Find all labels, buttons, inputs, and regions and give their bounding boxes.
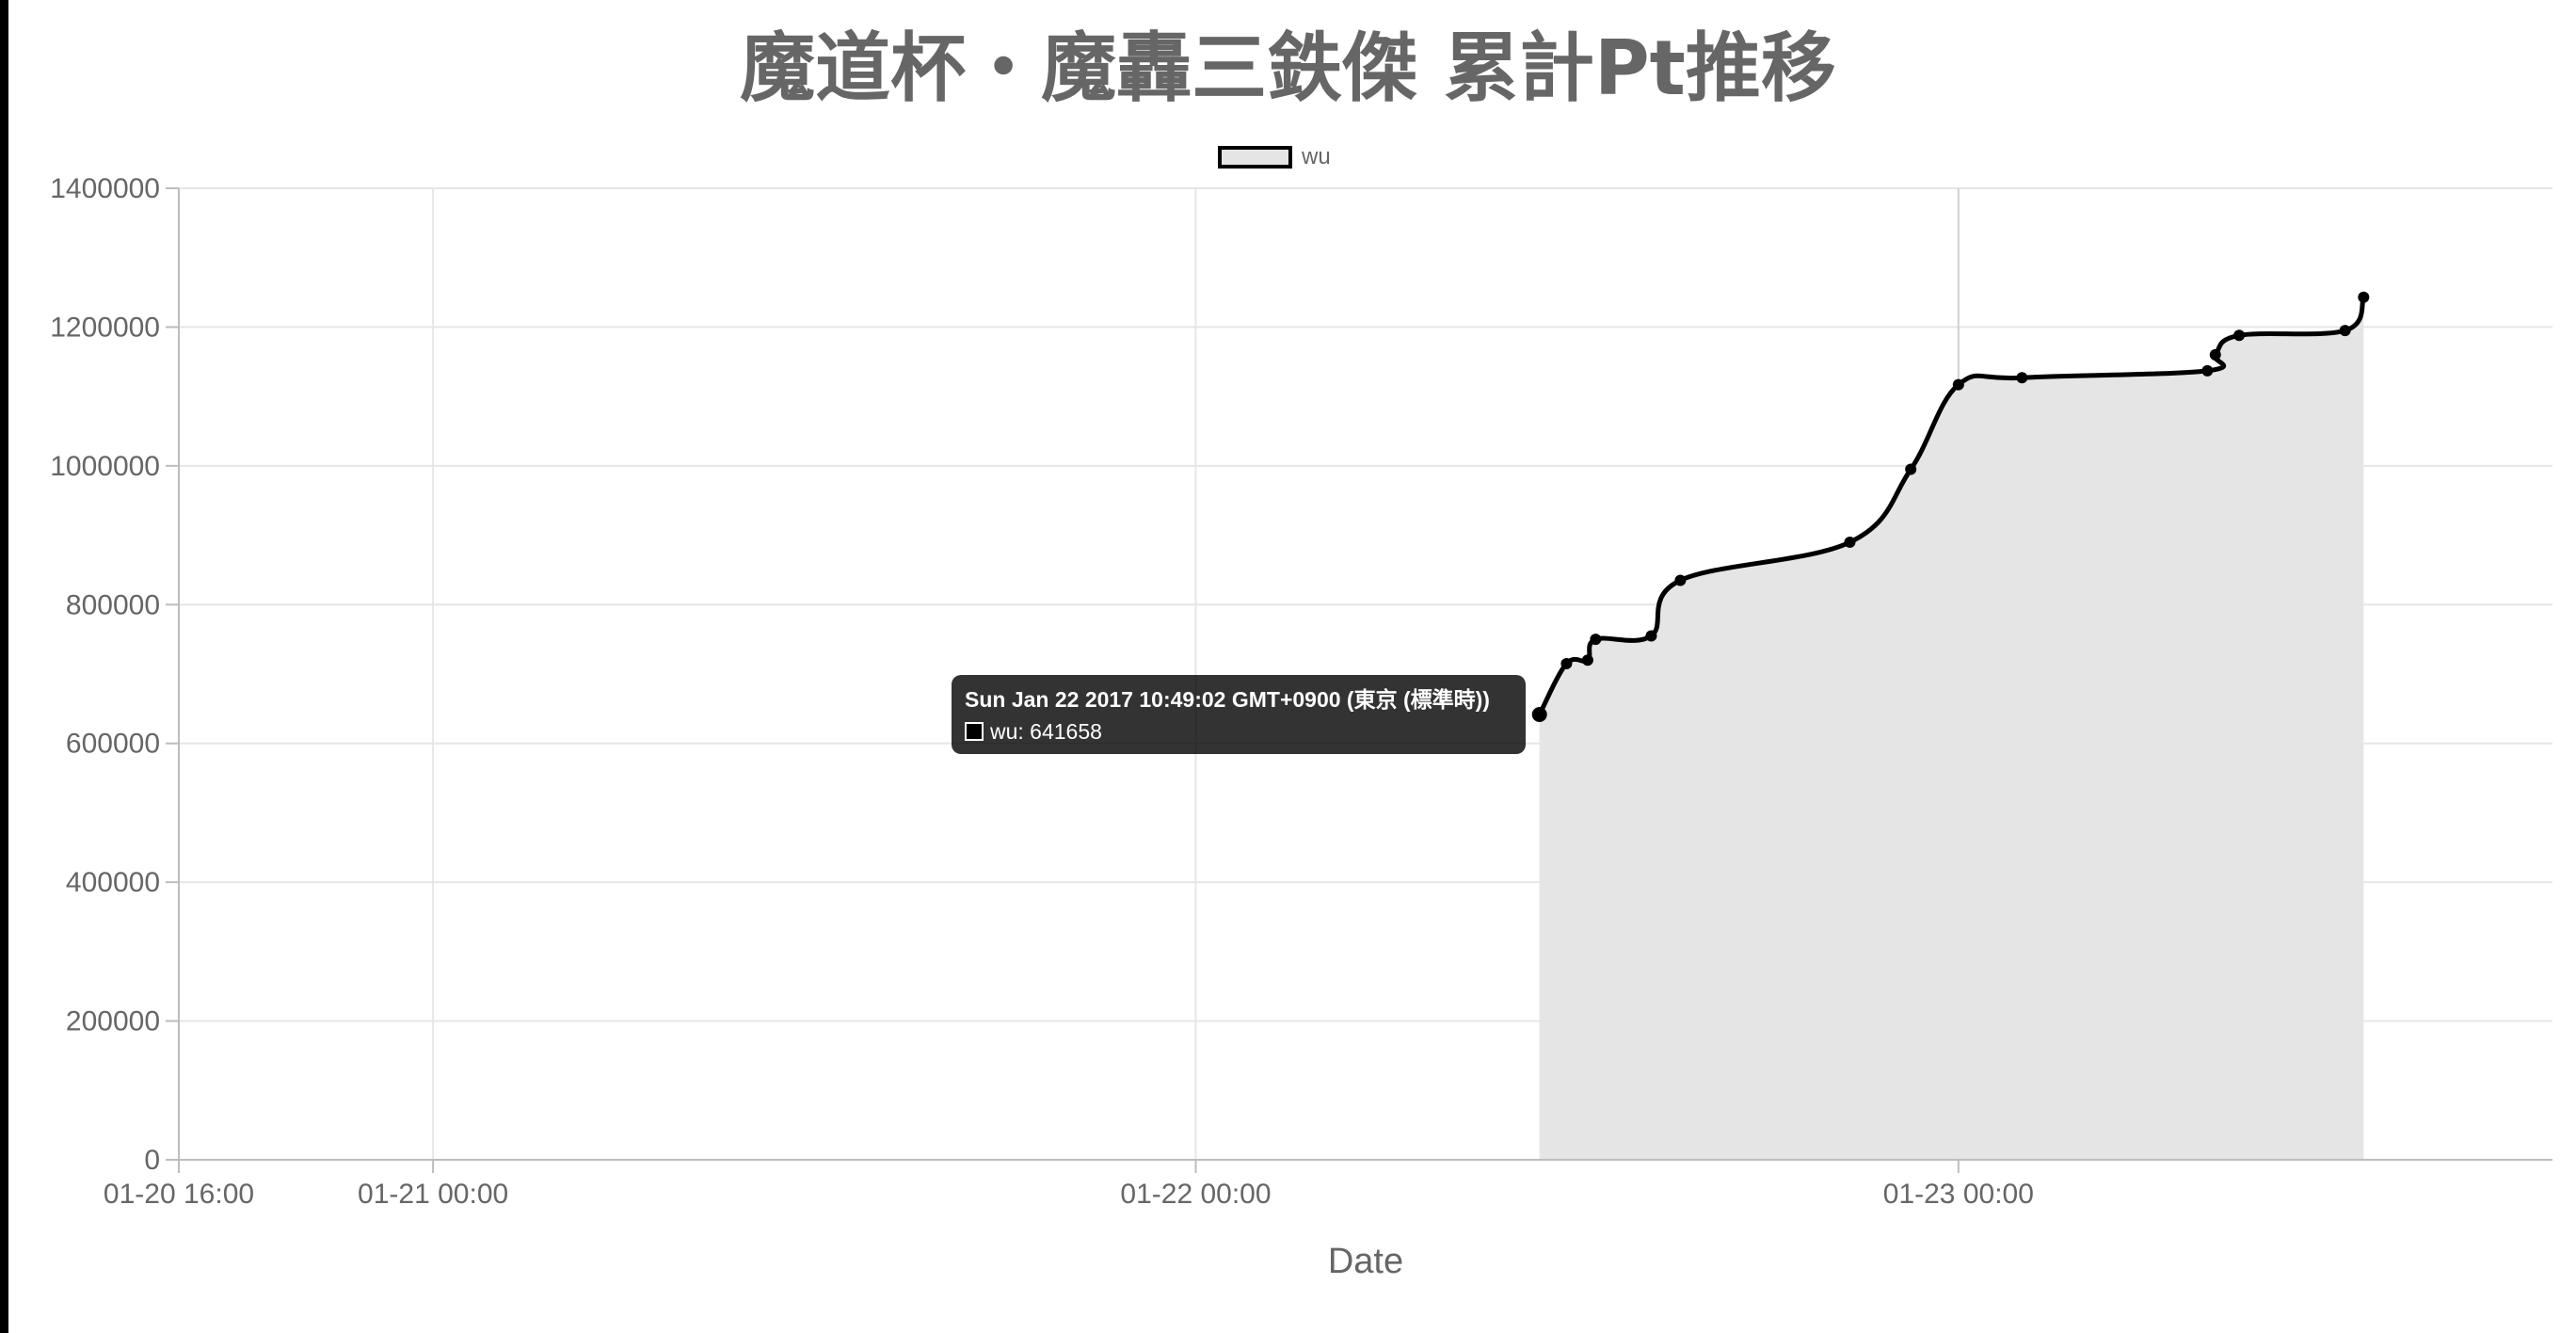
data-point[interactable] [2201,364,2214,377]
y-tick-label: 0 [144,1145,160,1176]
tick-labels: 0 200000 400000 600000 800000 1000000 1200000 1… [50,173,2034,1210]
x-tick-label: 01-23 00:00 [1883,1179,2034,1210]
window-frame-edge [0,0,8,1333]
x-tick-label: 01-20 16:00 [104,1179,254,1210]
legend-swatch-wu[interactable] [1218,146,1292,169]
series-area-wu [1539,297,2364,1160]
series-area-layer [1539,297,2364,1160]
y-tick-label: 600000 [66,729,160,760]
x-axis-title: Date [1328,1242,1403,1281]
series-points-layer[interactable] [1531,291,2370,723]
legend-label-wu[interactable]: wu [1302,144,1331,169]
tooltip-body: wu: 641658 [965,716,1512,747]
data-point[interactable] [2209,348,2221,361]
tooltip-color-swatch [965,722,984,741]
axes [166,187,2552,1173]
y-tick-label: 200000 [66,1006,160,1037]
data-point[interactable] [1560,657,1573,669]
x-tick-label: 01-22 00:00 [1120,1179,1271,1210]
data-tooltip: Sun Jan 22 2017 10:49:02 GMT+0900 (東京 (標… [952,675,1526,754]
data-point[interactable] [1645,630,1657,642]
data-point[interactable] [2016,372,2028,384]
data-point[interactable] [1581,654,1593,666]
y-tick-label: 1000000 [50,451,160,482]
tooltip-value: wu: 641658 [990,719,1102,744]
data-point[interactable] [1844,536,1856,548]
data-point[interactable] [1905,463,1917,475]
data-point[interactable] [2358,291,2370,303]
y-tick-label: 800000 [66,589,160,620]
y-tick-label: 400000 [66,867,160,898]
y-tick-label: 1400000 [50,173,160,204]
legend[interactable]: wu [1218,143,1331,171]
data-point[interactable] [2339,325,2351,337]
data-point[interactable] [1590,634,1602,646]
tooltip-title: Sun Jan 22 2017 10:49:02 GMT+0900 (東京 (標… [965,687,1490,712]
data-point[interactable] [1674,574,1687,586]
data-point[interactable] [1531,707,1547,723]
x-tick-label: 01-21 00:00 [358,1179,508,1210]
data-point[interactable] [2233,329,2246,342]
chart-title: 魔道杯・魔轟三鉄傑 累計Pt推移 [740,24,1836,112]
data-point[interactable] [1952,378,1964,391]
y-tick-label: 1200000 [50,312,160,343]
